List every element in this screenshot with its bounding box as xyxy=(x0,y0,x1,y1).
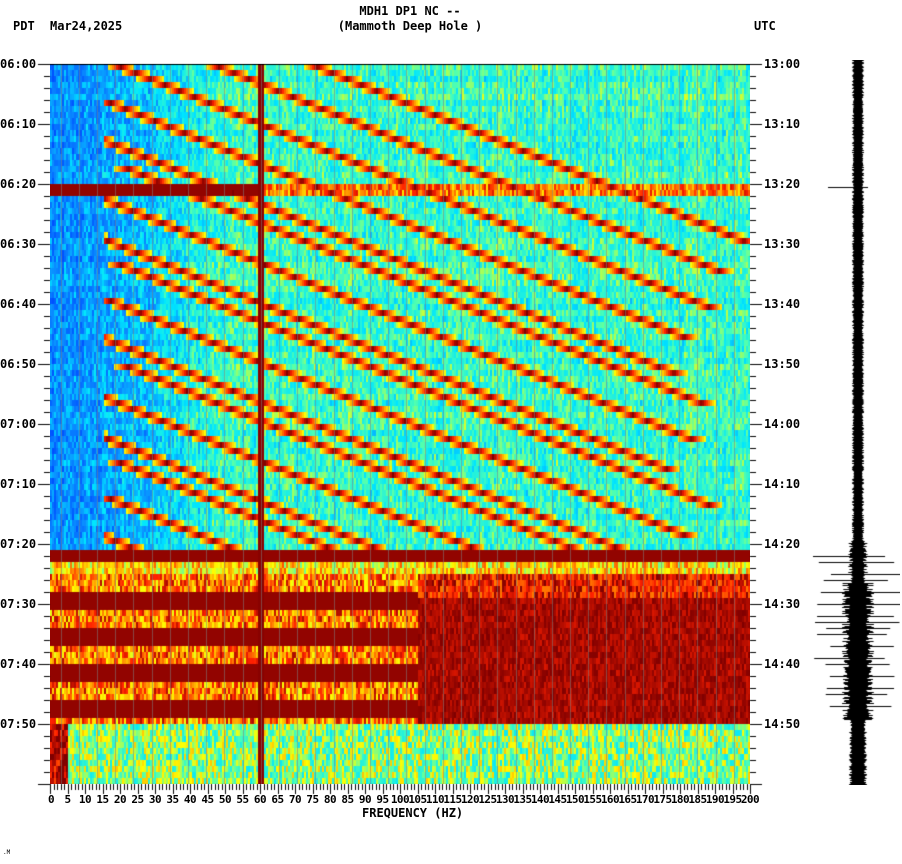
x-tick-label: 185 xyxy=(688,793,707,806)
x-tick-label: 165 xyxy=(618,793,637,806)
y-tick-label-left: 06:40 xyxy=(0,297,37,311)
y-tick-label-right: 14:20 xyxy=(764,537,801,551)
y-tick-label-right: 13:20 xyxy=(764,177,801,191)
x-tick-label: 150 xyxy=(565,793,585,806)
x-tick-label: 200 xyxy=(740,793,760,806)
x-tick-label: 45 xyxy=(201,793,214,806)
x-axis-title: FREQUENCY (HZ) xyxy=(362,806,464,820)
y-tick-label-right: 13:10 xyxy=(764,117,801,131)
x-tick-label: 70 xyxy=(288,793,302,806)
y-tick-label-left: 06:30 xyxy=(0,237,37,251)
x-tick-label: 140 xyxy=(530,793,550,806)
y-tick-label-left: 07:20 xyxy=(0,537,37,551)
y-tick-label-right: 13:00 xyxy=(764,57,801,71)
x-tick-label: 15 xyxy=(96,793,109,806)
x-tick-label: 160 xyxy=(600,793,620,806)
x-tick-label: 80 xyxy=(323,793,337,806)
y-tick-label-right: 13:50 xyxy=(764,357,801,371)
y-tick-label-right: 14:00 xyxy=(764,417,801,431)
y-tick-label-right: 14:30 xyxy=(764,597,801,611)
x-tick-label: 135 xyxy=(513,793,532,806)
x-tick-label: 115 xyxy=(443,793,462,806)
y-tick-label-left: 07:40 xyxy=(0,657,37,671)
y-tick-label-left: 06:50 xyxy=(0,357,37,371)
footer-mark: .M xyxy=(3,849,11,856)
x-tick-label: 110 xyxy=(425,793,445,806)
x-tick-label: 30 xyxy=(148,793,162,806)
x-tick-label: 105 xyxy=(408,793,427,806)
x-tick-label: 0 xyxy=(47,793,55,806)
x-tick-label: 65 xyxy=(271,793,284,806)
y-tick-label-right: 14:50 xyxy=(764,717,801,731)
x-tick-label: 10 xyxy=(78,793,92,806)
y-tick-label-left: 07:50 xyxy=(0,717,37,731)
x-tick-label: 170 xyxy=(635,793,655,806)
y-tick-label-right: 14:40 xyxy=(764,657,801,671)
x-tick-label: 20 xyxy=(113,793,127,806)
y-tick-label-left: 07:00 xyxy=(0,417,37,431)
x-tick-label: 155 xyxy=(583,793,602,806)
x-tick-label: 175 xyxy=(653,793,672,806)
x-tick-label: 195 xyxy=(723,793,742,806)
y-tick-label-left: 06:00 xyxy=(0,57,37,71)
x-tick-label: 55 xyxy=(236,793,249,806)
x-tick-label: 35 xyxy=(166,793,179,806)
x-tick-label: 180 xyxy=(670,793,690,806)
x-tick-label: 85 xyxy=(341,793,354,806)
x-tick-label: 25 xyxy=(131,793,144,806)
x-tick-label: 5 xyxy=(64,793,71,806)
x-tick-label: 120 xyxy=(460,793,480,806)
y-tick-label-left: 06:20 xyxy=(0,177,37,191)
y-tick-label-left: 07:30 xyxy=(0,597,37,611)
y-tick-label-left: 07:10 xyxy=(0,477,37,491)
y-tick-label-right: 13:30 xyxy=(764,237,801,251)
x-tick-label: 190 xyxy=(705,793,725,806)
y-tick-label-right: 13:40 xyxy=(764,297,801,311)
y-tick-label-left: 06:10 xyxy=(0,117,37,131)
y-tick-label-right: 14:10 xyxy=(764,477,801,491)
x-tick-label: 90 xyxy=(358,793,372,806)
x-tick-label: 75 xyxy=(306,793,319,806)
seismogram-trace xyxy=(800,60,900,785)
x-tick-label: 60 xyxy=(253,793,267,806)
x-tick-label: 130 xyxy=(495,793,515,806)
x-tick-label: 125 xyxy=(478,793,497,806)
x-tick-label: 95 xyxy=(376,793,389,806)
x-tick-label: 145 xyxy=(548,793,567,806)
x-tick-label: 100 xyxy=(390,793,410,806)
x-tick-label: 40 xyxy=(183,793,197,806)
x-tick-label: 50 xyxy=(218,793,232,806)
